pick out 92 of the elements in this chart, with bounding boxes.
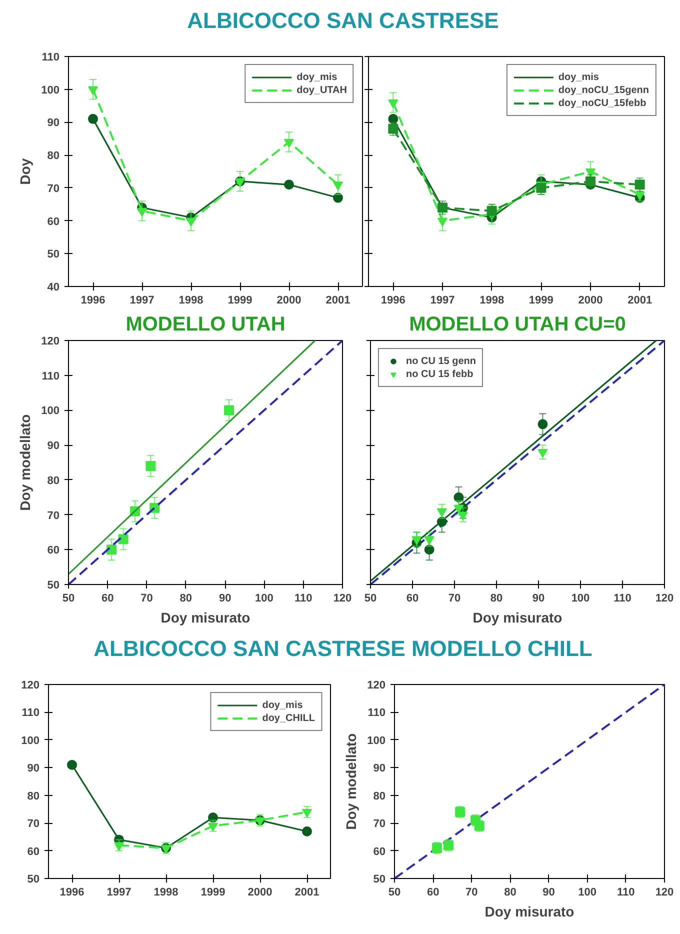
y-tick-label: 100 bbox=[41, 84, 60, 96]
y-tick-label: 90 bbox=[373, 762, 386, 775]
x-tick-label: 60 bbox=[426, 886, 440, 898]
legend-label: doy_mis bbox=[296, 71, 338, 83]
y-tick-label: 50 bbox=[27, 874, 40, 886]
x-tick-label: 70 bbox=[448, 592, 461, 604]
x-tick-label: 1999 bbox=[528, 294, 554, 306]
y-tick-label: 50 bbox=[373, 874, 386, 886]
x-tick-label: 80 bbox=[180, 592, 192, 604]
y-tick-label: 40 bbox=[47, 282, 60, 294]
x-tick-label: 2000 bbox=[248, 886, 272, 898]
x-tick-label: 110 bbox=[617, 886, 635, 898]
legend-label: no CU 15 genn bbox=[406, 355, 476, 367]
x-tick-label: 120 bbox=[655, 592, 674, 604]
x-tick-label: 100 bbox=[255, 592, 274, 604]
legend-label: doy_mis bbox=[558, 71, 599, 83]
x-tick-label: 2000 bbox=[276, 294, 302, 306]
x-tick-label: 120 bbox=[333, 592, 352, 604]
x-tick-label: 1998 bbox=[154, 886, 178, 898]
y-tick-label: 70 bbox=[373, 818, 386, 830]
y-tick-label: 110 bbox=[42, 370, 60, 382]
x-tick-label: 60 bbox=[406, 592, 419, 604]
x-tick-label: 1999 bbox=[228, 294, 252, 306]
y-tick-label: 70 bbox=[47, 510, 60, 522]
y-tick-label: 50 bbox=[47, 248, 60, 261]
x-tick-label: 80 bbox=[504, 886, 516, 898]
x-tick-label: 60 bbox=[102, 592, 114, 604]
x-tick-label: 120 bbox=[655, 886, 674, 898]
x-tick-label: 1998 bbox=[178, 294, 204, 306]
x-tick-label: 2001 bbox=[326, 294, 350, 306]
x-tick-label: 80 bbox=[490, 592, 503, 604]
x-tick-label: 110 bbox=[294, 592, 312, 604]
x-tick-label: 90 bbox=[532, 592, 545, 604]
y-tick-label: 100 bbox=[21, 734, 40, 747]
x-tick-label: 1996 bbox=[380, 294, 406, 306]
x-tick-label: 1997 bbox=[106, 886, 132, 898]
x-tick-label: 2000 bbox=[578, 294, 603, 306]
y-axis-title: Doy bbox=[17, 158, 34, 185]
x-tick-label: 50 bbox=[388, 886, 401, 898]
x-axis-title: Doy misurato bbox=[472, 610, 562, 626]
x-tick-label: 90 bbox=[542, 886, 555, 898]
x-tick-label: 1996 bbox=[60, 886, 84, 898]
x-axis-title: Doy misurato bbox=[484, 904, 574, 920]
x-tick-label: 100 bbox=[571, 592, 590, 604]
y-tick-label: 120 bbox=[41, 336, 60, 348]
x-tick-label: 110 bbox=[614, 592, 632, 604]
y-axis-title: Doy modellato bbox=[343, 733, 360, 830]
y-tick-label: 70 bbox=[27, 818, 40, 830]
y-tick-label: 100 bbox=[41, 405, 60, 418]
y-tick-label: 80 bbox=[47, 474, 60, 487]
y-tick-label: 70 bbox=[47, 182, 60, 195]
x-tick-label: 70 bbox=[466, 886, 478, 898]
y-tick-label: 90 bbox=[27, 762, 40, 775]
y-tick-label: 60 bbox=[47, 544, 60, 557]
x-tick-label: 1997 bbox=[130, 294, 154, 306]
y-tick-label: 60 bbox=[27, 846, 40, 858]
x-tick-label: 2001 bbox=[294, 886, 320, 898]
chart-title: MODELLO UTAH CU=0 bbox=[409, 314, 626, 336]
y-tick-label: 90 bbox=[47, 117, 60, 130]
y-tick-label: 120 bbox=[367, 680, 386, 692]
y-tick-label: 110 bbox=[42, 52, 60, 64]
chart-title: ALBICOCCO SAN CASTRESE bbox=[187, 7, 499, 35]
x-tick-label: 50 bbox=[62, 592, 75, 604]
x-tick-label: 1997 bbox=[430, 294, 455, 306]
y-axis-title: Doy modellato bbox=[17, 414, 34, 511]
x-tick-label: 90 bbox=[218, 592, 232, 604]
y-tick-label: 100 bbox=[367, 734, 386, 747]
y-tick-label: 80 bbox=[373, 790, 386, 802]
legend-label: doy_noCU_15febb bbox=[558, 97, 646, 109]
x-tick-label: 2001 bbox=[628, 294, 652, 306]
legend-label: doy_mis bbox=[262, 699, 303, 711]
y-tick-label: 110 bbox=[22, 707, 40, 720]
y-tick-label: 60 bbox=[47, 216, 60, 228]
x-tick-label: 100 bbox=[578, 886, 597, 898]
x-tick-label: 1998 bbox=[480, 294, 504, 306]
y-tick-label: 50 bbox=[47, 580, 60, 592]
y-tick-label: 80 bbox=[47, 150, 60, 162]
legend-label: doy_UTAH bbox=[296, 84, 347, 96]
y-tick-label: 120 bbox=[21, 680, 40, 692]
legend-label: no CU 15 febb bbox=[406, 368, 474, 380]
chart-title: MODELLO UTAH bbox=[126, 314, 286, 336]
x-axis-title: Doy misurato bbox=[160, 610, 250, 626]
x-tick-label: 70 bbox=[140, 592, 153, 604]
y-tick-label: 90 bbox=[47, 440, 60, 452]
y-tick-label: 60 bbox=[373, 846, 386, 858]
legend-label: doy_noCU_15genn bbox=[558, 84, 649, 96]
x-tick-label: 1999 bbox=[200, 886, 226, 898]
legend-label: doy_CHILL bbox=[262, 712, 315, 724]
y-tick-label: 80 bbox=[27, 790, 40, 802]
y-tick-label: 110 bbox=[368, 707, 386, 720]
x-tick-label: 1996 bbox=[80, 294, 106, 306]
chart-title: ALBICOCCO SAN CASTRESE MODELLO CHILL bbox=[94, 635, 592, 663]
